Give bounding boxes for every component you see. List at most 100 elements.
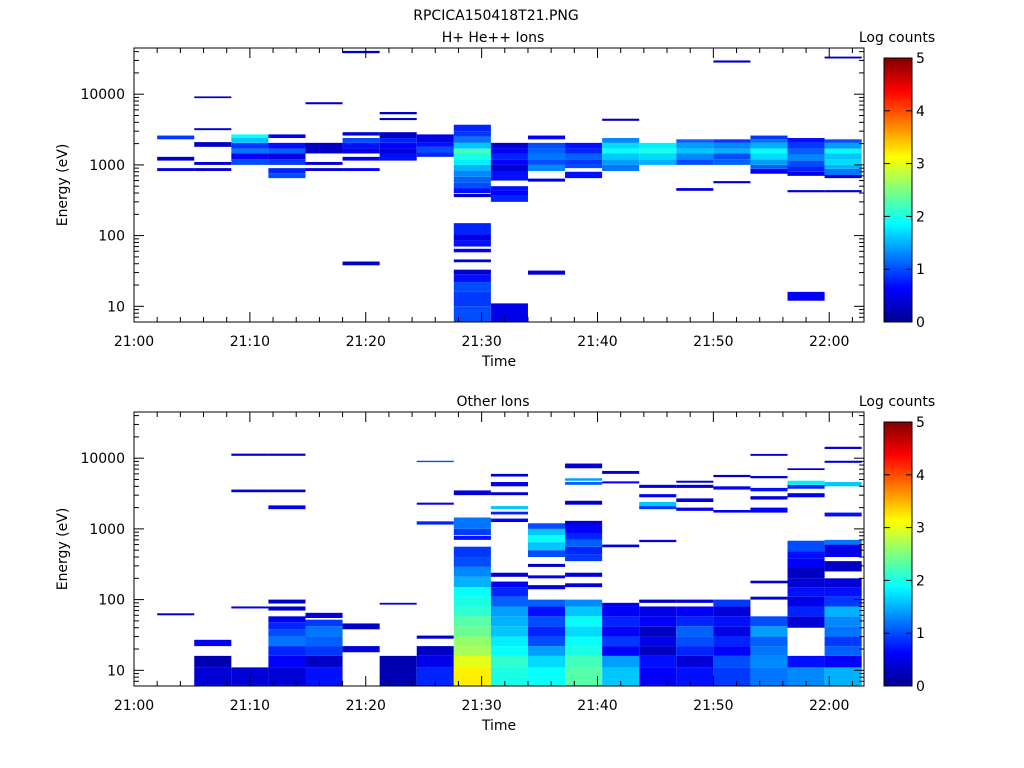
heatmap-cell bbox=[639, 636, 677, 647]
heatmap-cell bbox=[453, 234, 491, 241]
heatmap-cell bbox=[750, 667, 788, 686]
heatmap-cell bbox=[824, 655, 862, 668]
heatmap-cell bbox=[231, 489, 269, 493]
heatmap-cell bbox=[379, 148, 417, 154]
heatmap-cell bbox=[490, 616, 528, 627]
heatmap-cell bbox=[416, 646, 454, 656]
heatmap-cell bbox=[453, 587, 491, 597]
heatmap-cell bbox=[453, 646, 491, 656]
heatmap-cell bbox=[194, 639, 232, 647]
y-tick-label: 100 bbox=[98, 593, 125, 609]
heatmap-cell bbox=[565, 599, 603, 607]
colorbar-tick-label: 4 bbox=[916, 468, 925, 484]
y-axis-label: Energy (eV) bbox=[55, 144, 71, 227]
heatmap-cell bbox=[713, 60, 751, 63]
heatmap-cell bbox=[342, 148, 380, 154]
heatmap-cell bbox=[231, 138, 269, 143]
heatmap-cell bbox=[750, 507, 788, 513]
heatmap-cell bbox=[268, 655, 306, 668]
heatmap-cell bbox=[750, 139, 788, 143]
heatmap-cell bbox=[750, 159, 788, 165]
heatmap-cell bbox=[676, 148, 714, 154]
heatmap-cell bbox=[527, 534, 566, 543]
heatmap-cell bbox=[824, 616, 862, 627]
heatmap-cell bbox=[824, 168, 862, 175]
heatmap-cell bbox=[676, 142, 714, 149]
heatmap-cell bbox=[676, 188, 714, 191]
heatmap-cell bbox=[750, 135, 788, 140]
heatmap-cell bbox=[639, 539, 677, 543]
heatmap-cell bbox=[824, 460, 862, 463]
heatmap-cell bbox=[490, 506, 528, 510]
heatmap-cell bbox=[565, 636, 603, 647]
heatmap-cell bbox=[602, 626, 640, 637]
heatmap-cell bbox=[453, 566, 491, 577]
heatmap-cell bbox=[527, 636, 566, 647]
heatmap-cell bbox=[565, 583, 603, 588]
heatmap-cell bbox=[490, 655, 528, 668]
heatmap-cell bbox=[787, 596, 825, 607]
heatmap-cell bbox=[453, 131, 491, 137]
y-tick-label: 10000 bbox=[80, 451, 125, 467]
heatmap-cell bbox=[639, 494, 677, 498]
heatmap-cell bbox=[157, 156, 195, 161]
heatmap-cell bbox=[750, 142, 788, 149]
heatmap-cell bbox=[231, 606, 269, 609]
heatmap-cell bbox=[824, 446, 862, 449]
x-tick-label: 21:10 bbox=[230, 334, 270, 350]
heatmap-cell bbox=[565, 171, 603, 179]
heatmap-cell bbox=[639, 655, 677, 668]
heatmap-cell bbox=[527, 575, 566, 579]
heatmap-cell bbox=[824, 636, 862, 647]
heatmap-cell bbox=[639, 606, 677, 617]
heatmap-cell bbox=[824, 626, 862, 637]
heatmap-cell bbox=[565, 539, 603, 547]
heatmap-cell bbox=[157, 613, 195, 616]
heatmap-cell bbox=[787, 468, 825, 471]
heatmap-cell bbox=[490, 164, 528, 171]
heatmap-cell bbox=[490, 596, 528, 607]
heatmap-cell bbox=[602, 153, 640, 160]
heatmap-cell bbox=[194, 655, 232, 668]
heatmap-cell bbox=[490, 303, 528, 322]
x-axis-label: Time bbox=[481, 354, 516, 370]
heatmap-cell bbox=[342, 138, 380, 143]
heatmap-cell bbox=[565, 159, 603, 165]
heatmap-cell bbox=[713, 142, 751, 149]
heatmap-cell bbox=[750, 153, 788, 160]
heatmap-cell bbox=[342, 646, 380, 653]
heatmap-cell bbox=[268, 168, 306, 174]
heatmap-cell bbox=[453, 291, 491, 307]
heatmap-cell bbox=[750, 168, 788, 174]
heatmap-cell bbox=[527, 523, 566, 529]
heatmap-cell bbox=[231, 159, 269, 165]
heatmap-cell bbox=[416, 521, 454, 525]
heatmap-cell bbox=[750, 655, 788, 668]
heatmap-cell bbox=[639, 646, 677, 656]
heatmap-cell bbox=[527, 655, 566, 668]
heatmap-cell bbox=[824, 482, 862, 487]
heatmap-cell bbox=[602, 470, 640, 474]
colorbar-tick-label: 3 bbox=[916, 157, 925, 173]
heatmap-cell bbox=[305, 636, 343, 647]
heatmap-cell bbox=[676, 616, 714, 627]
heatmap-cell bbox=[453, 182, 491, 189]
colorbar-gradient bbox=[884, 422, 912, 686]
heatmap-cell bbox=[194, 161, 232, 165]
colorbar-frame bbox=[883, 57, 913, 323]
heatmap-cell bbox=[750, 646, 788, 656]
heatmap-cell bbox=[231, 153, 269, 160]
heatmap-cell bbox=[268, 667, 306, 686]
heatmap-cell bbox=[453, 616, 491, 627]
heatmap-cell bbox=[676, 599, 714, 603]
heatmap-cell bbox=[490, 492, 528, 496]
heatmap-cell bbox=[490, 186, 528, 191]
heatmap-cell bbox=[268, 599, 306, 604]
heatmap-cell bbox=[787, 142, 825, 149]
heatmap-cell bbox=[565, 626, 603, 637]
heatmap-cell bbox=[602, 636, 640, 647]
heatmap-cell bbox=[453, 136, 491, 143]
colorbar-tick-label: 2 bbox=[916, 209, 925, 225]
heatmap-cell bbox=[565, 164, 603, 169]
heatmap-cell bbox=[527, 528, 566, 535]
